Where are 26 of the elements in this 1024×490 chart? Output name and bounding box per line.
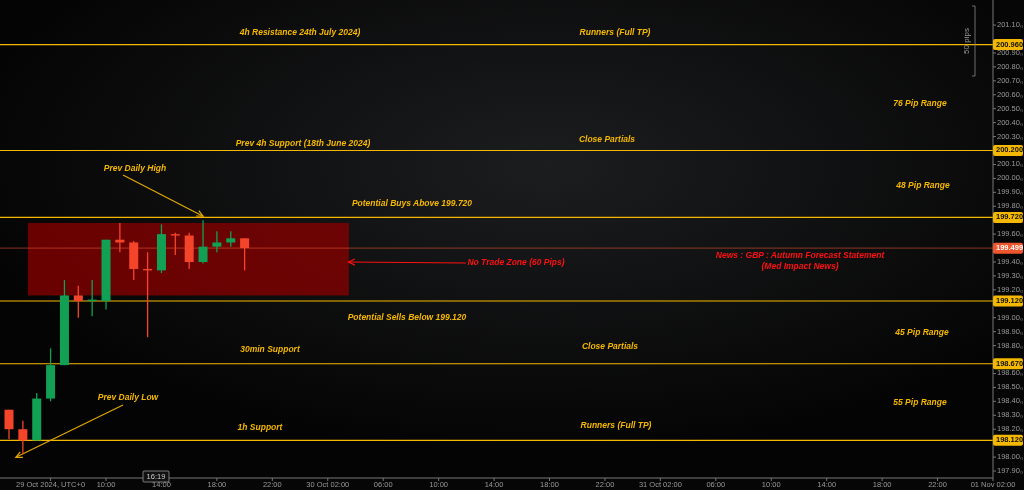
annotation: 45 Pip Range <box>894 327 949 338</box>
annotation: No Trade Zone (60 Pips) <box>467 257 565 268</box>
annotation: Prev 4h Support (18th June 2024) <box>235 138 371 149</box>
annotation: Close Partials <box>578 134 636 145</box>
annotation: 1h Support <box>237 422 284 433</box>
candlestick <box>73 285 83 319</box>
candlestick <box>212 230 222 253</box>
annotation: Close Partials <box>581 341 639 352</box>
annotation: Prev Daily Low <box>97 392 160 403</box>
annotation: Prev Daily High <box>103 163 167 174</box>
annotation: Potential Buys Above 199.720 <box>351 198 473 209</box>
annotation: 50 pips <box>962 28 972 54</box>
annotation: 55 Pip Range <box>893 397 947 408</box>
candlestick <box>240 237 250 272</box>
annotation: 4h Resistance 24th July 2024) <box>238 27 361 38</box>
annotation: 76 Pip Range <box>893 98 947 109</box>
annotation: News : GBP : Autumn Forecast Statement <box>715 250 886 261</box>
annotation: Runners (Full TP) <box>579 27 651 38</box>
annotation: (Med Impact News) <box>761 261 839 272</box>
candlestick <box>4 409 14 440</box>
annotation: 30min Support <box>240 344 301 355</box>
annotation: 48 Pip Range <box>895 180 950 191</box>
annotation: Runners (Full TP) <box>580 420 652 431</box>
candlestick <box>170 232 180 256</box>
candlestick <box>198 219 208 265</box>
annotation: Potential Sells Below 199.120 <box>347 312 467 323</box>
